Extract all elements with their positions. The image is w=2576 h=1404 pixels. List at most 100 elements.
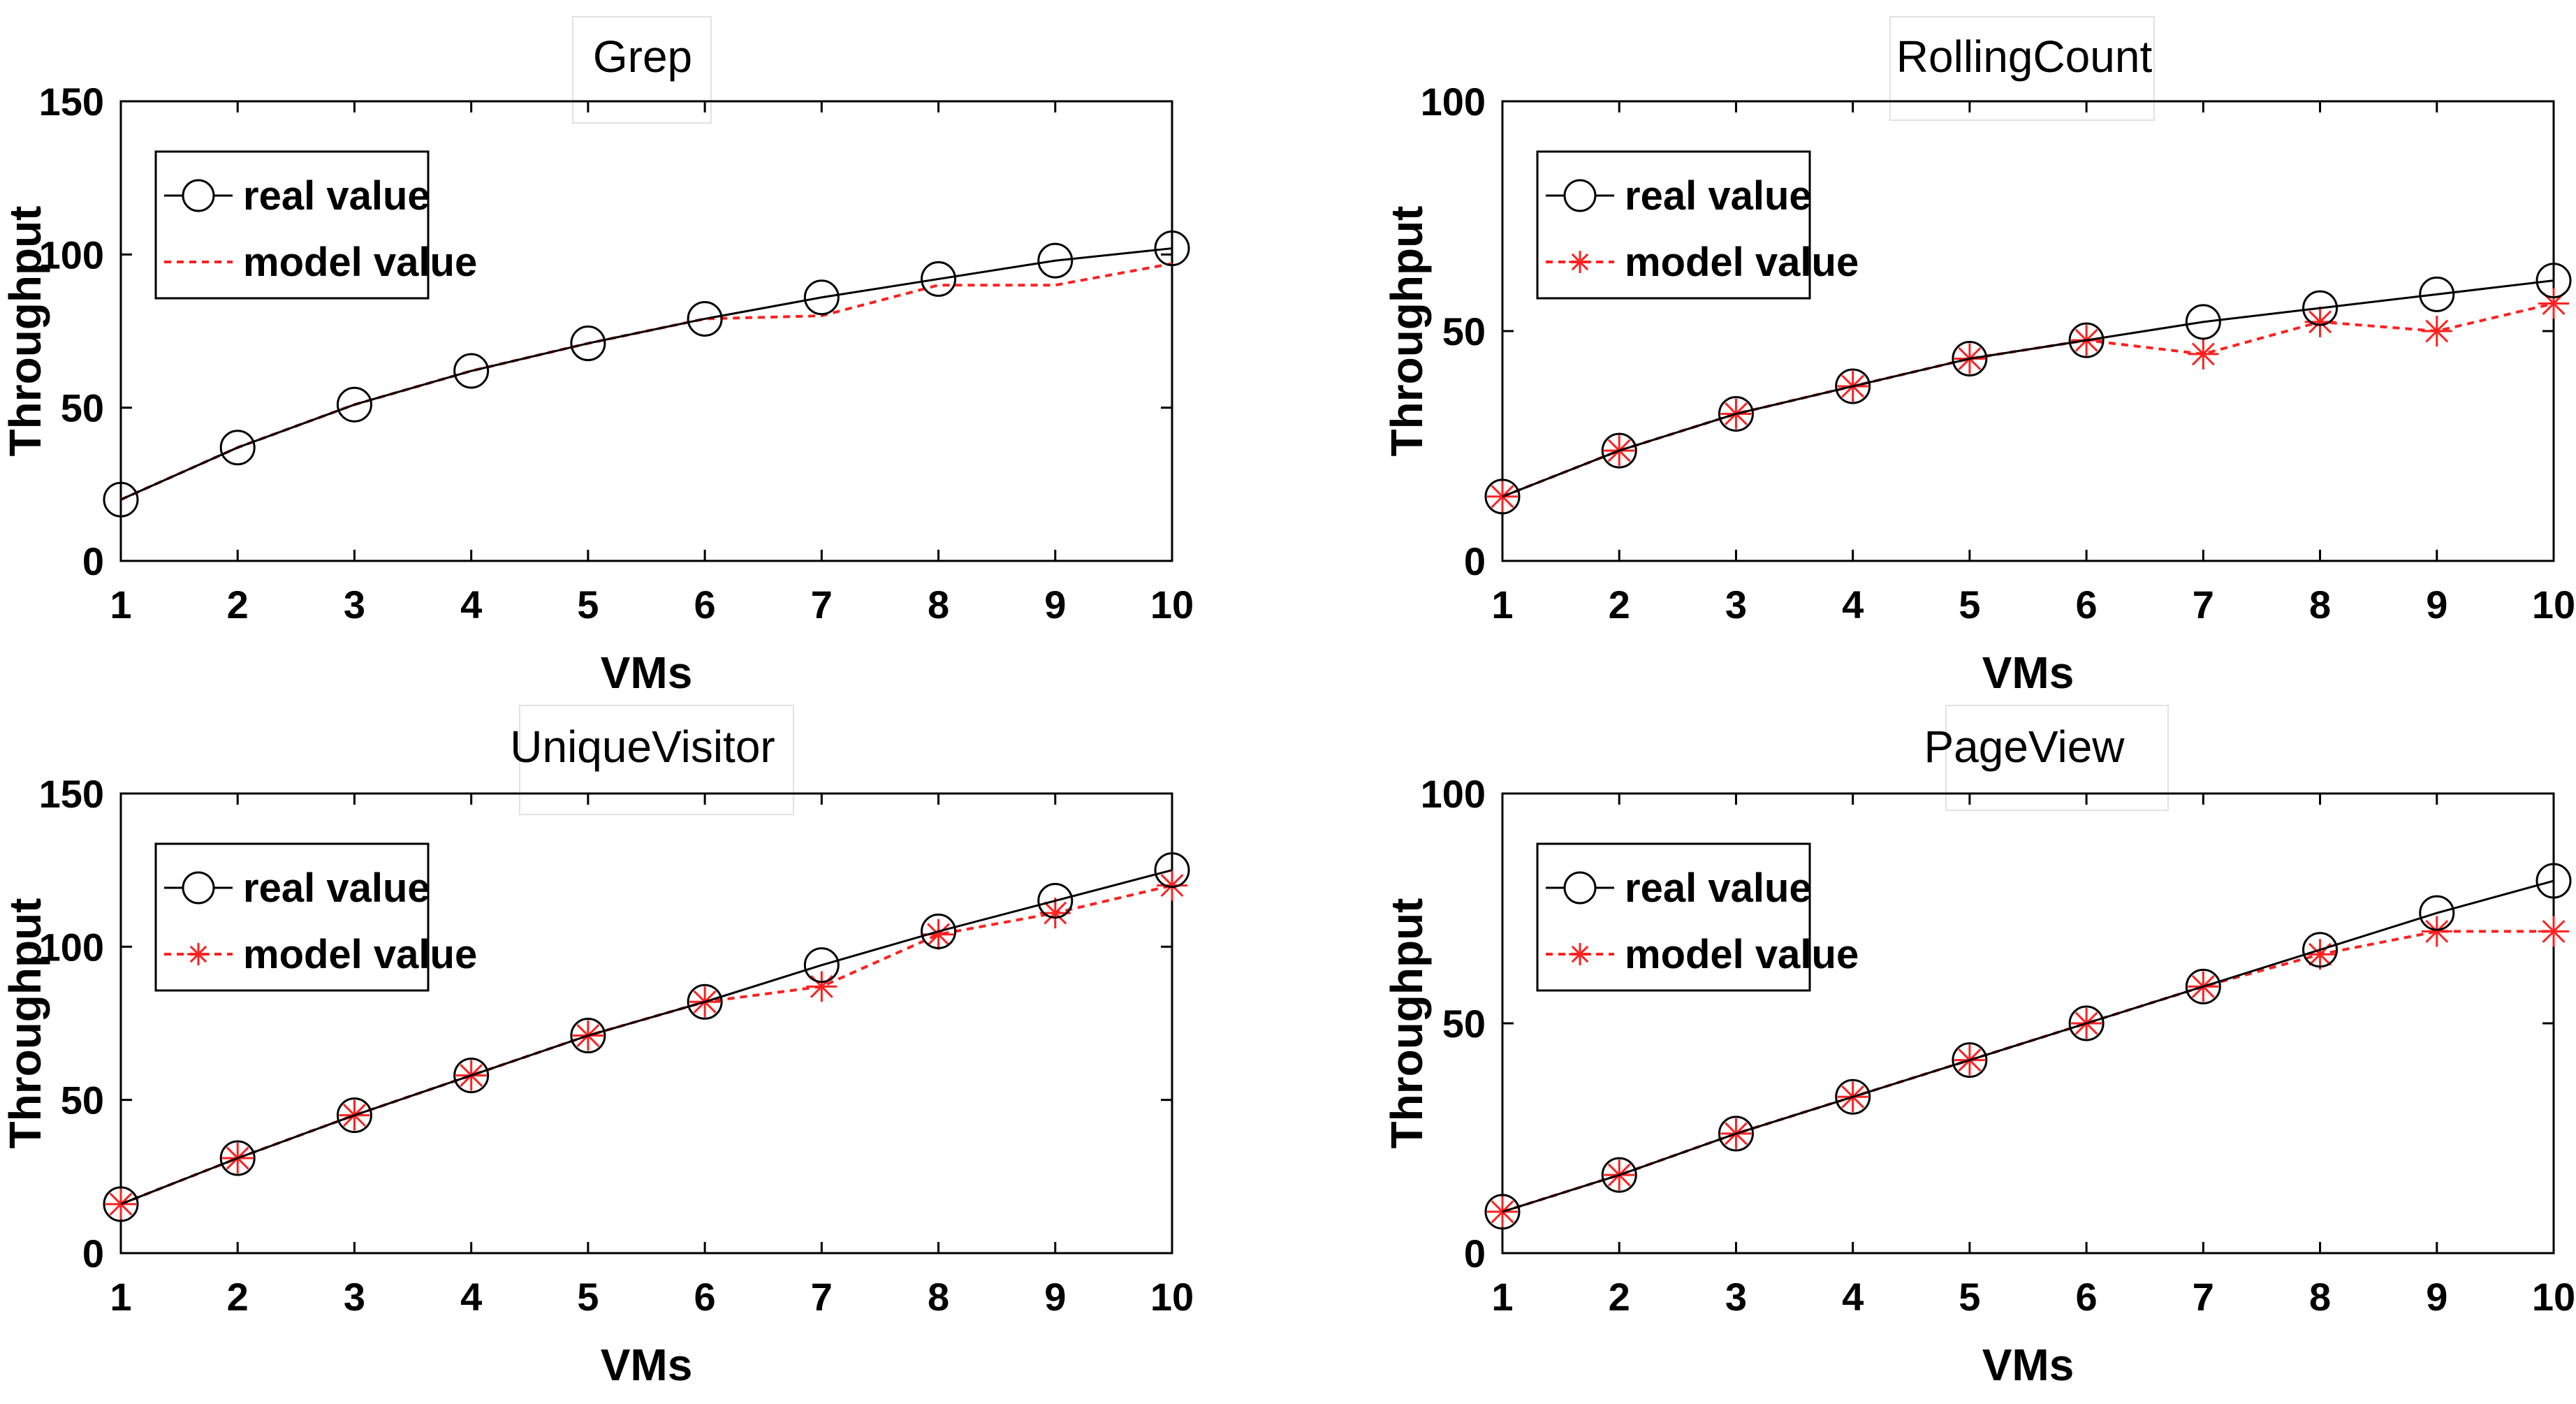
x-tick-label: 9 (1044, 583, 1066, 627)
real-value-point (2068, 322, 2105, 358)
legend-real-circle-icon (1563, 871, 1597, 905)
real-value-point (2068, 1005, 2105, 1041)
model-value-point (2188, 338, 2219, 370)
x-tick-label: 3 (344, 1275, 365, 1319)
model-value-point (2538, 916, 2569, 947)
y-tick-label: 100 (1421, 80, 1486, 124)
x-tick-label: 9 (1044, 1275, 1066, 1319)
real-value-point (2535, 263, 2572, 299)
y-tick-label: 50 (1442, 1002, 1486, 1046)
y-tick-label: 100 (39, 925, 104, 969)
x-tick-label: 1 (110, 1275, 131, 1319)
real-value-point (1952, 1042, 1988, 1078)
y-tick-label: 50 (61, 386, 104, 430)
real-value-point (1484, 478, 1521, 515)
x-tick-label: 5 (1959, 583, 1980, 627)
real-value-point (2185, 968, 2221, 1004)
real-value-point (1037, 883, 1074, 919)
chart-title: Grep (593, 31, 692, 82)
legend-real-circle-icon (182, 871, 215, 905)
legend: real value model value (1536, 842, 1859, 992)
x-tick-label: 1 (110, 583, 131, 627)
real-value-point (453, 353, 490, 389)
legend-real-label: real value (243, 173, 430, 219)
x-axis-label: VMs (1982, 648, 2074, 698)
real-value-point (803, 947, 840, 983)
x-tick-label: 3 (1725, 583, 1747, 627)
legend-real-label: real value (1625, 865, 1812, 911)
series-line-real-value (1502, 279, 2554, 498)
x-tick-label: 8 (2309, 1275, 2331, 1319)
legend-box (154, 150, 430, 300)
legend-model-star-icon-stroke (189, 945, 207, 963)
series-line-real-value (120, 869, 1173, 1206)
real-value-point (803, 279, 840, 316)
real-value-point (453, 1058, 490, 1094)
y-tick-label: 0 (1464, 539, 1486, 583)
x-tick-label: 5 (1959, 1275, 1980, 1319)
x-tick-label: 10 (1150, 1275, 1194, 1319)
real-value-point (2302, 932, 2339, 968)
x-tick-label: 6 (694, 583, 716, 627)
x-tick-label: 5 (577, 1275, 599, 1319)
y-tick-label: 0 (82, 1231, 104, 1275)
plot-frame (119, 100, 1173, 562)
real-value-point (2185, 304, 2221, 340)
real-value-point (687, 983, 723, 1020)
model-value-point-stroke (2308, 310, 2332, 334)
model-value-point (2421, 916, 2452, 947)
y-axis-label: Throughput (0, 206, 50, 457)
legend-box (154, 842, 430, 992)
real-value-point (1952, 340, 1988, 376)
real-value-point (219, 430, 256, 466)
y-tick-label: 150 (39, 772, 104, 816)
real-value-point (1835, 1078, 1871, 1115)
legend-model-label: model value (1625, 240, 1859, 285)
legend-model-star-icon (1569, 943, 1591, 965)
legend-model-star-icon (187, 943, 210, 965)
real-value-point (1718, 1116, 1754, 1152)
legend: real value model value (154, 842, 477, 992)
x-tick-label: 2 (227, 583, 249, 627)
chart-title-box (519, 705, 794, 815)
legend-real-label: real value (1625, 173, 1812, 219)
x-tick-label: 10 (2532, 583, 2575, 627)
x-tick-label: 7 (811, 583, 833, 627)
real-value-point (687, 300, 723, 337)
series-line-real-value (1502, 879, 2554, 1213)
y-tick-label: 150 (39, 80, 104, 124)
y-tick-label: 0 (82, 539, 104, 583)
legend-box (1536, 842, 1811, 992)
real-value-point (1835, 368, 1871, 404)
x-axis-label: VMs (1982, 1340, 2074, 1390)
x-tick-label: 6 (2076, 1275, 2098, 1319)
y-tick-label: 100 (39, 233, 104, 277)
x-tick-label: 9 (2426, 1275, 2447, 1319)
x-tick-label: 2 (1609, 1275, 1630, 1319)
x-tick-label: 8 (928, 1275, 949, 1319)
model-value-point-stroke (2542, 919, 2566, 943)
x-tick-label: 3 (1725, 1275, 1747, 1319)
legend: real value model value (1536, 150, 1859, 300)
legend-model-label: model value (243, 932, 477, 977)
real-value-point (570, 1018, 606, 1054)
chart-title: RollingCount (1896, 31, 2153, 82)
y-axis-label: Throughput (1382, 206, 1432, 457)
x-tick-label: 1 (1491, 1275, 1513, 1319)
real-value-point (103, 1186, 139, 1222)
model-value-point (806, 971, 837, 1002)
x-tick-label: 5 (577, 583, 599, 627)
y-tick-label: 0 (1464, 1231, 1486, 1275)
x-tick-label: 8 (2309, 583, 2331, 627)
y-axis-label: Throughput (1382, 898, 1432, 1149)
legend-model-star-icon-stroke (1571, 253, 1589, 271)
legend-model-star-icon-stroke (1571, 945, 1589, 963)
real-value-point (336, 386, 372, 423)
model-value-point-stroke (1160, 874, 1184, 898)
model-value-point (2304, 939, 2336, 970)
model-value-point (2421, 316, 2452, 346)
